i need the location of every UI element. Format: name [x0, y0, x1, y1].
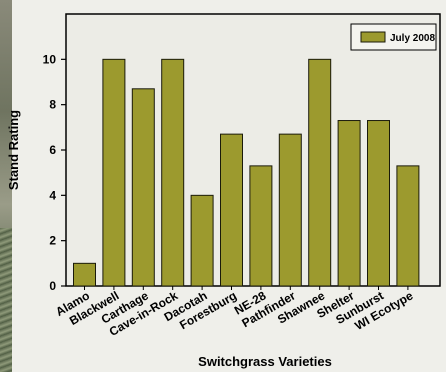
- bar-alamo: [73, 262, 96, 287]
- bar-forestburg: [220, 133, 243, 287]
- bar-shelter: [337, 120, 361, 287]
- y-tick-label: 0: [49, 279, 56, 293]
- y-tick-label: 6: [49, 143, 56, 157]
- legend: July 2008: [350, 23, 437, 51]
- background-grass-photo: [0, 228, 12, 372]
- y-tick-label: 8: [49, 98, 56, 112]
- legend-swatch: [360, 31, 386, 43]
- x-axis-title: Switchgrass Varieties: [198, 354, 332, 369]
- y-tick-label: 2: [49, 234, 56, 248]
- bar-ne-28: [249, 165, 273, 287]
- x-axis-category-labels: AlamoBlackwellCarthageCave-in-RockDacota…: [53, 286, 416, 339]
- legend-label: July 2008: [390, 33, 435, 44]
- y-tick-label: 10: [43, 52, 57, 66]
- y-axis-ticks: 0 2 4 6 8 10: [43, 52, 66, 293]
- bar-carthage: [131, 88, 155, 287]
- bar-cave-in-rock: [161, 58, 185, 287]
- bar-sunburst: [367, 120, 390, 287]
- bar-pathfinder: [278, 133, 302, 287]
- bar-dacotah: [190, 194, 214, 287]
- bar-blackwell: [102, 58, 126, 287]
- bars-group: [73, 58, 420, 287]
- y-axis-title: Stand Rating: [6, 110, 21, 190]
- y-tick-label: 4: [49, 188, 56, 202]
- bar-shawnee: [308, 58, 332, 287]
- bar-wi-ecotype: [396, 165, 420, 287]
